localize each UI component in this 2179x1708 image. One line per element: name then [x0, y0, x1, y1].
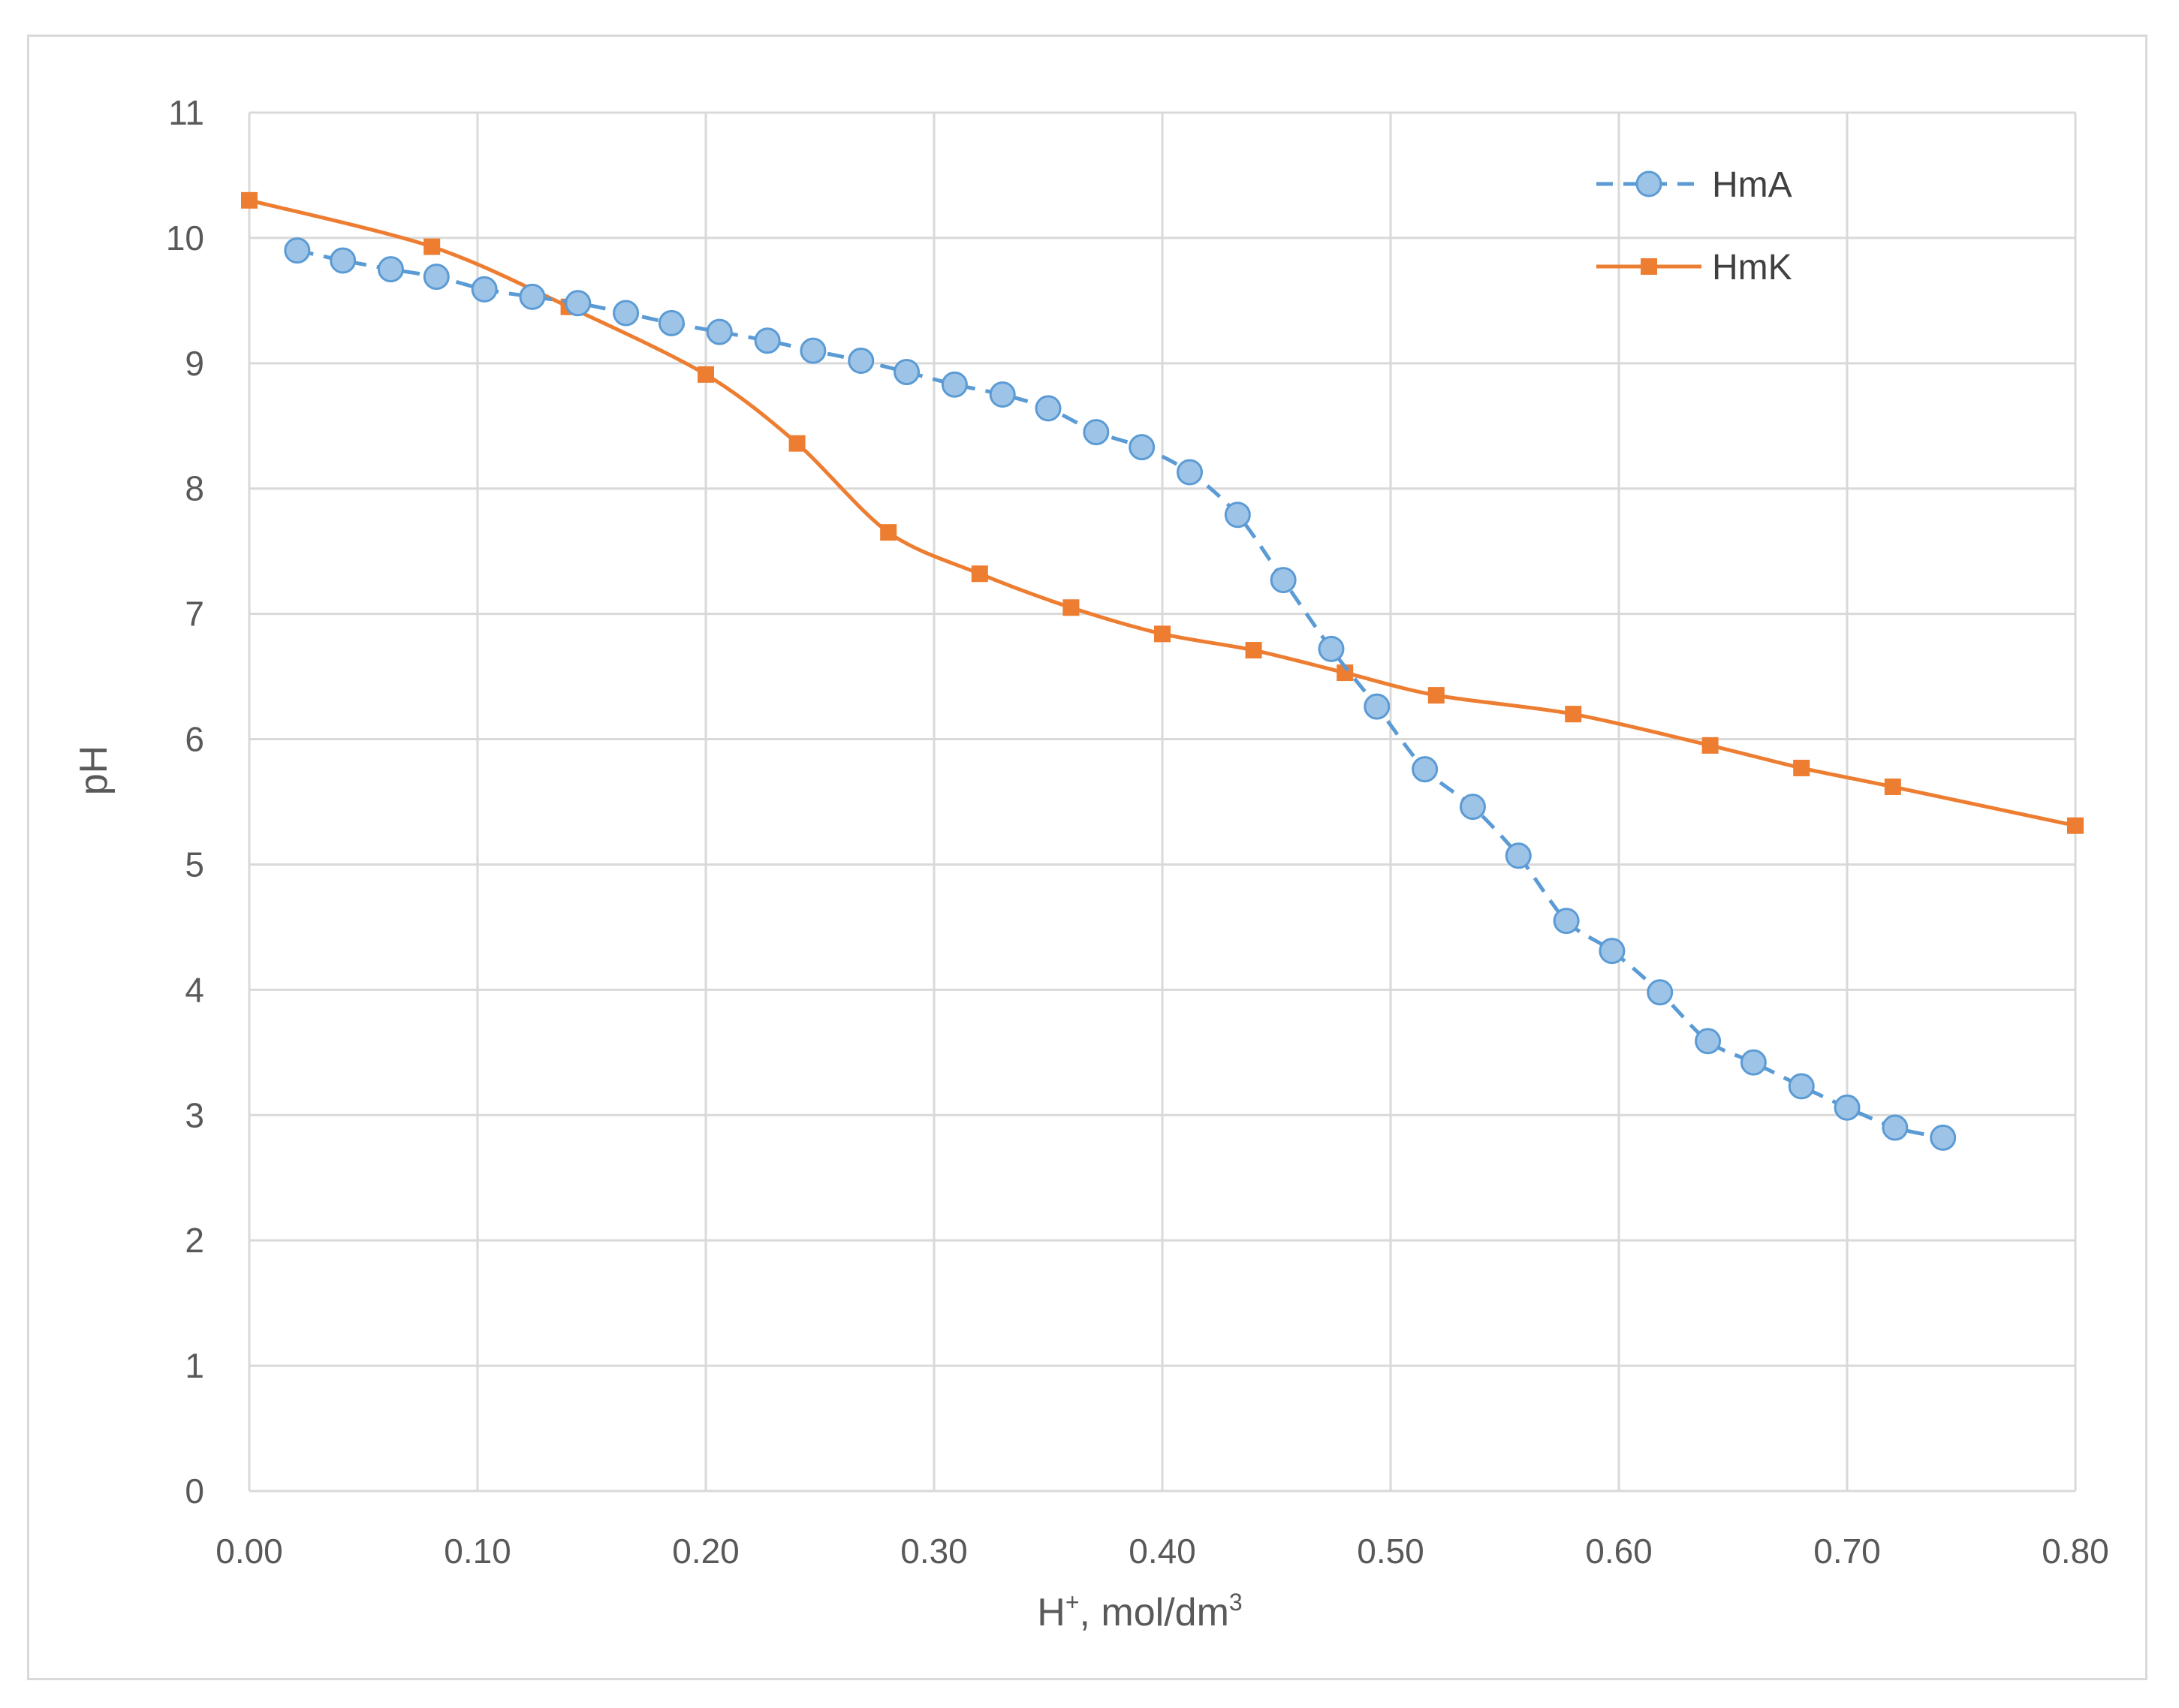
hma-point [941, 371, 968, 398]
tick-labels: 0 1 2 3 4 5 6 7 8 9 10 11 0.00 0.10 0.20 0.30 0.40 0.50 0.… [166, 93, 2109, 1571]
hma-point [1270, 567, 1297, 594]
hma-point [1318, 635, 1345, 662]
hmk-point [788, 435, 806, 452]
hmk-point [1245, 642, 1262, 659]
y-tick-label: 11 [168, 93, 204, 132]
hma-point [658, 309, 685, 336]
hma-point [1647, 979, 1674, 1006]
legend-hma-label: HmA [1712, 165, 1792, 205]
hma-point [1834, 1094, 1861, 1121]
hmk-point [1062, 599, 1080, 616]
chart-frame [27, 35, 2147, 1680]
hmk-point [1793, 759, 1810, 776]
y-tick-label: 2 [185, 1221, 204, 1260]
hmk-point [1154, 625, 1171, 643]
hma-point [754, 327, 781, 354]
hma-point [706, 318, 733, 345]
hmk-point [423, 238, 441, 255]
grid-lines [248, 111, 2077, 1493]
hma-point [1788, 1073, 1815, 1100]
hma-point [565, 290, 592, 317]
hmk-point [2067, 817, 2084, 834]
y-tick-label: 0 [185, 1472, 204, 1511]
hma-point [1882, 1114, 1909, 1141]
hma-point [1412, 756, 1439, 783]
hmk-point [1565, 706, 1582, 723]
hmk-point [1337, 664, 1354, 682]
hma-point [1930, 1124, 1957, 1151]
x-tick-label: 0.60 [1585, 1532, 1653, 1571]
hma-point [423, 264, 450, 291]
x-axis-title: H+, mol/dm3 [1037, 1589, 1242, 1634]
x-tick-label: 0.20 [672, 1532, 740, 1571]
y-tick-label: 6 [185, 720, 204, 759]
hma-point [1176, 459, 1203, 486]
hma-point [1364, 693, 1391, 720]
hmk-point [1701, 737, 1719, 754]
hma-point [377, 256, 404, 283]
x-tick-label: 0.70 [1813, 1532, 1881, 1571]
y-tick-label: 1 [185, 1346, 204, 1385]
hma-point [848, 347, 875, 374]
hma-point [284, 237, 311, 264]
hmk-point [1884, 778, 1901, 795]
legend-item-hma: HmA [1596, 165, 1792, 205]
y-tick-label: 10 [166, 218, 204, 258]
x-tick-label: 0.80 [2042, 1532, 2109, 1571]
x-tick-label: 0.50 [1357, 1532, 1424, 1571]
y-tick-label: 9 [185, 344, 204, 383]
hma-series [284, 237, 1957, 1151]
hmk-point [971, 565, 988, 583]
hma-point [800, 337, 827, 364]
hma-point [1599, 938, 1626, 965]
hma-point [1224, 502, 1251, 529]
y-tick-label: 4 [185, 970, 204, 1009]
x-tick-label: 0.10 [444, 1532, 511, 1571]
legend: HmA HmK [1596, 165, 1792, 288]
hma-point [519, 283, 546, 310]
y-tick-label: 8 [185, 469, 204, 508]
hma-point [1129, 434, 1156, 461]
hma-point [1459, 794, 1486, 821]
y-axis-title: pH [72, 746, 116, 795]
y-tick-label: 3 [185, 1095, 204, 1134]
hmk-line [249, 198, 2076, 828]
hma-point [1740, 1049, 1767, 1076]
hma-point [1505, 842, 1532, 869]
hmk-point [1427, 687, 1445, 704]
hma-line [297, 249, 1944, 1140]
x-tick-label: 0.40 [1129, 1532, 1196, 1571]
hma-point [471, 276, 498, 303]
hma-point [613, 300, 640, 327]
legend-hmk-label: HmK [1712, 248, 1792, 288]
hmk-point [241, 191, 258, 209]
hma-point [1035, 395, 1062, 422]
legend-item-hmk: HmK [1596, 248, 1792, 288]
hma-point [1083, 419, 1110, 446]
hma-point [989, 381, 1016, 408]
legend-hma-marker [1635, 170, 1662, 197]
hmk-series [241, 191, 2084, 834]
hmk-point [880, 524, 897, 541]
hmk-point [698, 366, 714, 383]
hma-point [330, 247, 357, 274]
x-tick-label: 0.00 [215, 1532, 283, 1571]
hma-point [1695, 1028, 1722, 1055]
x-tick-label: 0.30 [900, 1532, 968, 1571]
y-tick-label: 7 [185, 595, 204, 634]
legend-hmk-marker [1641, 258, 1657, 275]
hma-point [894, 359, 921, 386]
y-tick-label: 5 [185, 845, 204, 884]
hma-point [1553, 908, 1580, 935]
